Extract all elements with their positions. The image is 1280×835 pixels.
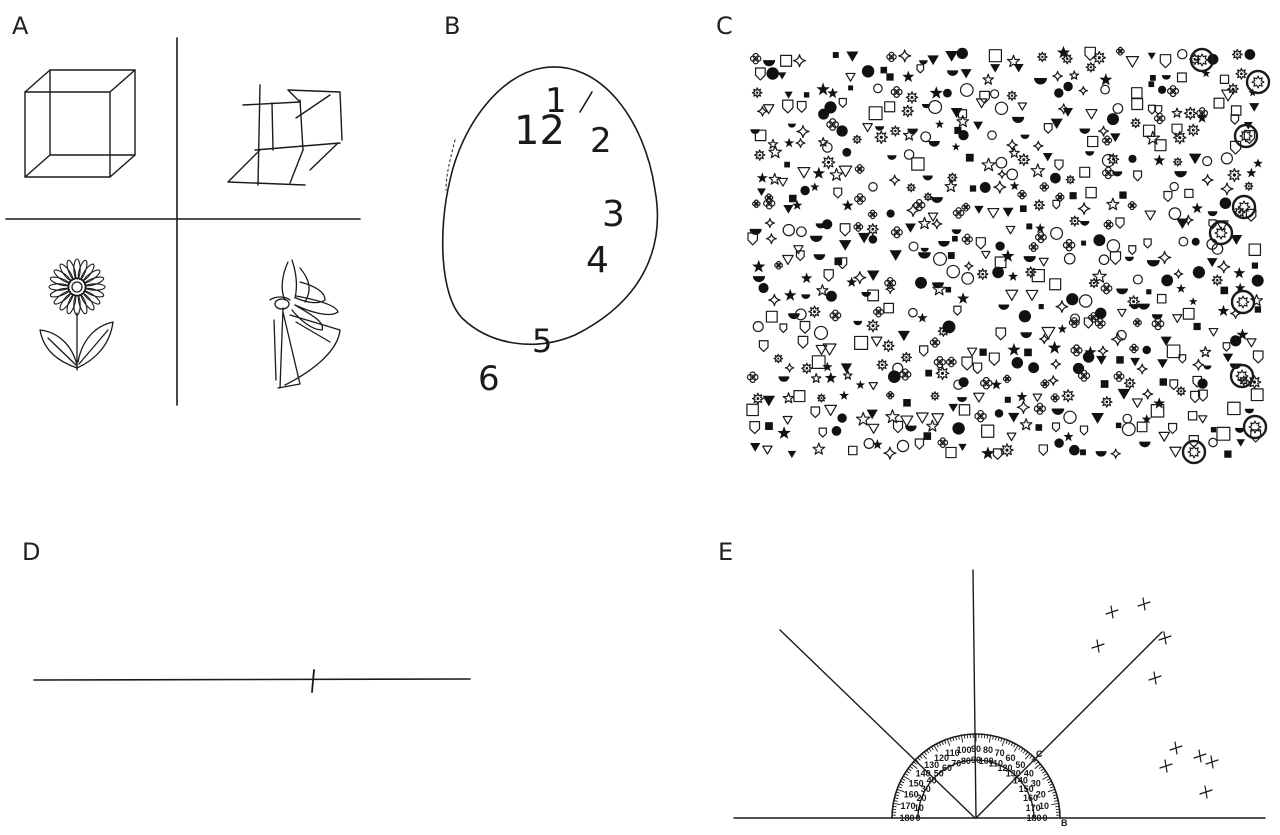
clock-number-2: 2 xyxy=(590,121,612,161)
protractor-outer-label: 10 xyxy=(1039,801,1049,811)
protractor-outer-label: 170 xyxy=(900,801,915,811)
clock-number-1: 1 xyxy=(545,81,567,121)
protractor-outer-label: 120 xyxy=(934,753,949,763)
protractor-inner-label: 40 xyxy=(927,776,937,786)
protractor-inner-label: 80 xyxy=(961,756,971,766)
protractor-inner-label: 50 xyxy=(934,769,944,779)
protractor-inner-label: 20 xyxy=(916,793,926,803)
protractor-outer-label: 80 xyxy=(983,745,993,755)
panel-d-line-bisection xyxy=(33,669,471,693)
protractor-inner-label: 150 xyxy=(1019,784,1034,794)
protractor-outer-label: 40 xyxy=(1024,769,1034,779)
protractor-inner-label: 90 xyxy=(971,755,981,765)
clock-number-4: 4 xyxy=(586,240,609,281)
stimulus-line-right xyxy=(975,631,1163,819)
protractor-outer-label: 100 xyxy=(956,745,971,755)
protractor-outer-label: 0 xyxy=(1042,813,1047,823)
protractor-outer-label: 30 xyxy=(1031,779,1041,789)
panel-label-c: C xyxy=(716,12,733,40)
protractor-outer-label: 160 xyxy=(904,789,919,799)
panel-label-e: E xyxy=(718,538,734,566)
protractor-inner-label: 100 xyxy=(979,756,994,766)
bisection-line xyxy=(33,678,471,681)
protractor-inner-label: 0 xyxy=(915,813,920,823)
protractor-outer-label: 180 xyxy=(899,813,914,823)
protractor-outer-label: 70 xyxy=(995,748,1005,758)
protractor-inner-label: 70 xyxy=(951,759,961,769)
panel-label-d: D xyxy=(22,538,41,566)
patient-flower-copy xyxy=(269,259,341,389)
protractor-outer-label: 20 xyxy=(1036,789,1046,799)
clock-number-5: 5 xyxy=(532,322,552,360)
protractor-inner-label: 140 xyxy=(1013,776,1028,786)
clock-face xyxy=(441,66,659,345)
protractor-tail-b: B xyxy=(1061,818,1068,828)
protractor-mark-c: C xyxy=(1036,749,1043,759)
clock-number-6: 6 xyxy=(478,359,500,399)
panel-b-clock-drawing: 12 1 2 3 4 5 6 xyxy=(441,66,659,399)
protractor-outer-label: 130 xyxy=(924,760,939,770)
protractor-inner-label: 10 xyxy=(914,803,924,813)
flower-drawing-icon xyxy=(39,258,114,371)
bisection-mark xyxy=(311,669,315,693)
protractor-inner-label: 120 xyxy=(997,763,1012,773)
panel-a-copy-task xyxy=(5,37,361,406)
protractor-outer-label: 50 xyxy=(1015,760,1025,770)
protractor-outer-label: 90 xyxy=(971,744,981,754)
panel-c-cancellation-task xyxy=(746,45,1271,465)
stimulus-line-left xyxy=(779,629,976,819)
panel-label-a: A xyxy=(12,12,29,40)
clock-number-12: 12 xyxy=(514,108,565,154)
protractor-inner-label: 30 xyxy=(921,784,931,794)
protractor-outer-label: 110 xyxy=(945,748,960,758)
clock-number-3: 3 xyxy=(602,194,625,235)
cube-drawing-icon xyxy=(24,69,136,178)
protractor-inner-label: 170 xyxy=(1026,803,1041,813)
panel-label-b: B xyxy=(444,12,461,40)
stimulus-line-vertical xyxy=(972,569,977,819)
protractor-outer-label: 140 xyxy=(916,769,931,779)
protractor-outer-label: 150 xyxy=(909,779,924,789)
protractor-inner-label: 110 xyxy=(989,759,1004,769)
patient-cube-copy xyxy=(227,84,343,186)
response-marks xyxy=(1091,597,1219,799)
protractor-inner-label: 60 xyxy=(942,763,952,773)
protractor-inner-label: 160 xyxy=(1023,793,1038,803)
protractor-inner-label: 180 xyxy=(1026,813,1041,823)
protractor-inner-label: 130 xyxy=(1006,769,1021,779)
protractor-outer-label: 60 xyxy=(1005,753,1015,763)
